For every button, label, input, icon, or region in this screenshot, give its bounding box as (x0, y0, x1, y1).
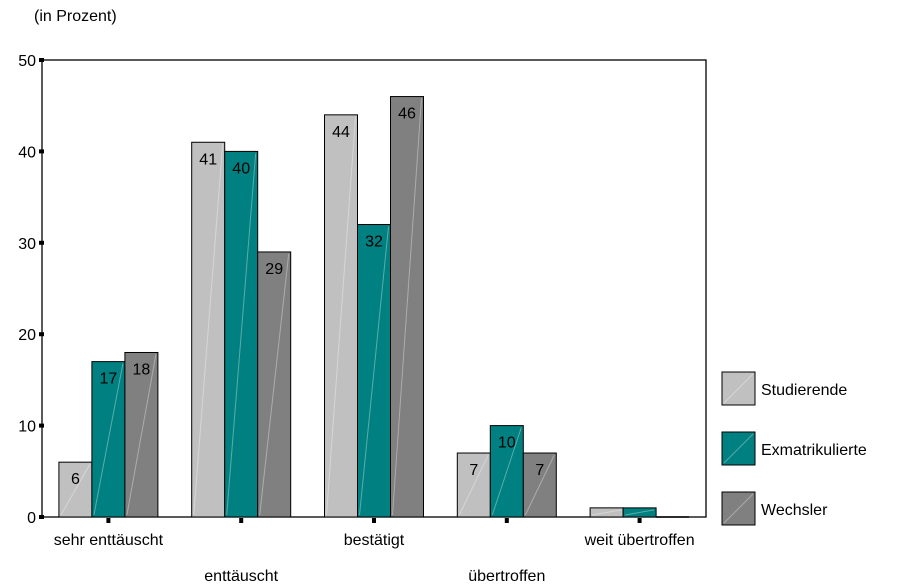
bar (522, 452, 557, 518)
data-label: 46 (398, 106, 416, 123)
data-label: 18 (133, 361, 151, 378)
legend-label: Wechsler (761, 502, 828, 519)
y-tick (39, 515, 44, 519)
y-tick-label: 30 (18, 236, 36, 253)
bar (489, 425, 524, 518)
data-label: 41 (199, 151, 217, 168)
y-tick-label: 40 (18, 144, 36, 161)
data-label: 32 (365, 234, 383, 251)
x-tick (372, 518, 376, 523)
bar-sheen (60, 463, 91, 516)
legend-swatch-sheen (723, 373, 754, 404)
bar (124, 351, 159, 518)
bar (456, 452, 491, 518)
y-tick-label: 20 (18, 327, 36, 344)
x-tick-label: übertroffen (468, 568, 545, 585)
data-label: 44 (332, 124, 350, 141)
bar-sheen (524, 454, 555, 516)
bar-sheen (625, 509, 655, 516)
bar-sheen (259, 253, 290, 516)
y-axis-unit-label: (in Prozent) (34, 8, 117, 25)
y-tick-label: 0 (27, 510, 36, 527)
data-label: 7 (469, 462, 478, 479)
x-tick (106, 518, 111, 523)
legend-swatch (721, 431, 756, 466)
bar (622, 507, 657, 518)
y-tick (39, 332, 44, 337)
bar (191, 141, 226, 518)
x-tick-label: sehr enttäuscht (54, 532, 164, 549)
bar (357, 224, 391, 518)
bar (91, 361, 126, 518)
data-label: 29 (265, 261, 283, 278)
x-tick-label: weit übertroffen (584, 532, 695, 549)
x-tick-label: enttäuscht (204, 568, 278, 585)
bar-sheen (226, 153, 257, 516)
bar (224, 150, 259, 518)
bar-sheen (93, 363, 124, 516)
y-tick (39, 149, 44, 154)
y-tick-label: 50 (18, 53, 36, 70)
data-label: 40 (232, 160, 250, 177)
bar-sheen (359, 226, 389, 516)
legend-label: Exmatrikulierte (761, 442, 867, 459)
bar-sheen (458, 454, 489, 516)
y-tick (39, 240, 44, 245)
y-tick (39, 58, 44, 62)
data-label: 6 (71, 471, 80, 488)
bar-sheen (392, 98, 422, 516)
legend-swatch-sheen (723, 433, 754, 464)
bar-sheen (491, 427, 522, 516)
data-label: 10 (498, 435, 516, 452)
legend-swatch-sheen (723, 493, 754, 524)
y-tick (39, 423, 44, 428)
legend-swatch (721, 491, 756, 526)
bar-sheen (193, 144, 224, 516)
bar (324, 114, 358, 518)
bar-sheen (592, 509, 622, 516)
data-label: 17 (100, 371, 118, 388)
data-label: 7 (535, 462, 544, 479)
x-tick (637, 518, 642, 523)
x-tick-label: bestätigt (344, 532, 405, 549)
bar-sheen (126, 354, 157, 516)
x-tick (239, 518, 244, 523)
legend-label: Studierende (761, 382, 847, 399)
bar (257, 251, 292, 518)
x-tick (504, 518, 509, 523)
legend-swatch (721, 371, 756, 406)
bar (58, 461, 93, 518)
bar (390, 96, 424, 518)
y-tick-label: 10 (18, 419, 36, 436)
bar-sheen (326, 116, 356, 516)
